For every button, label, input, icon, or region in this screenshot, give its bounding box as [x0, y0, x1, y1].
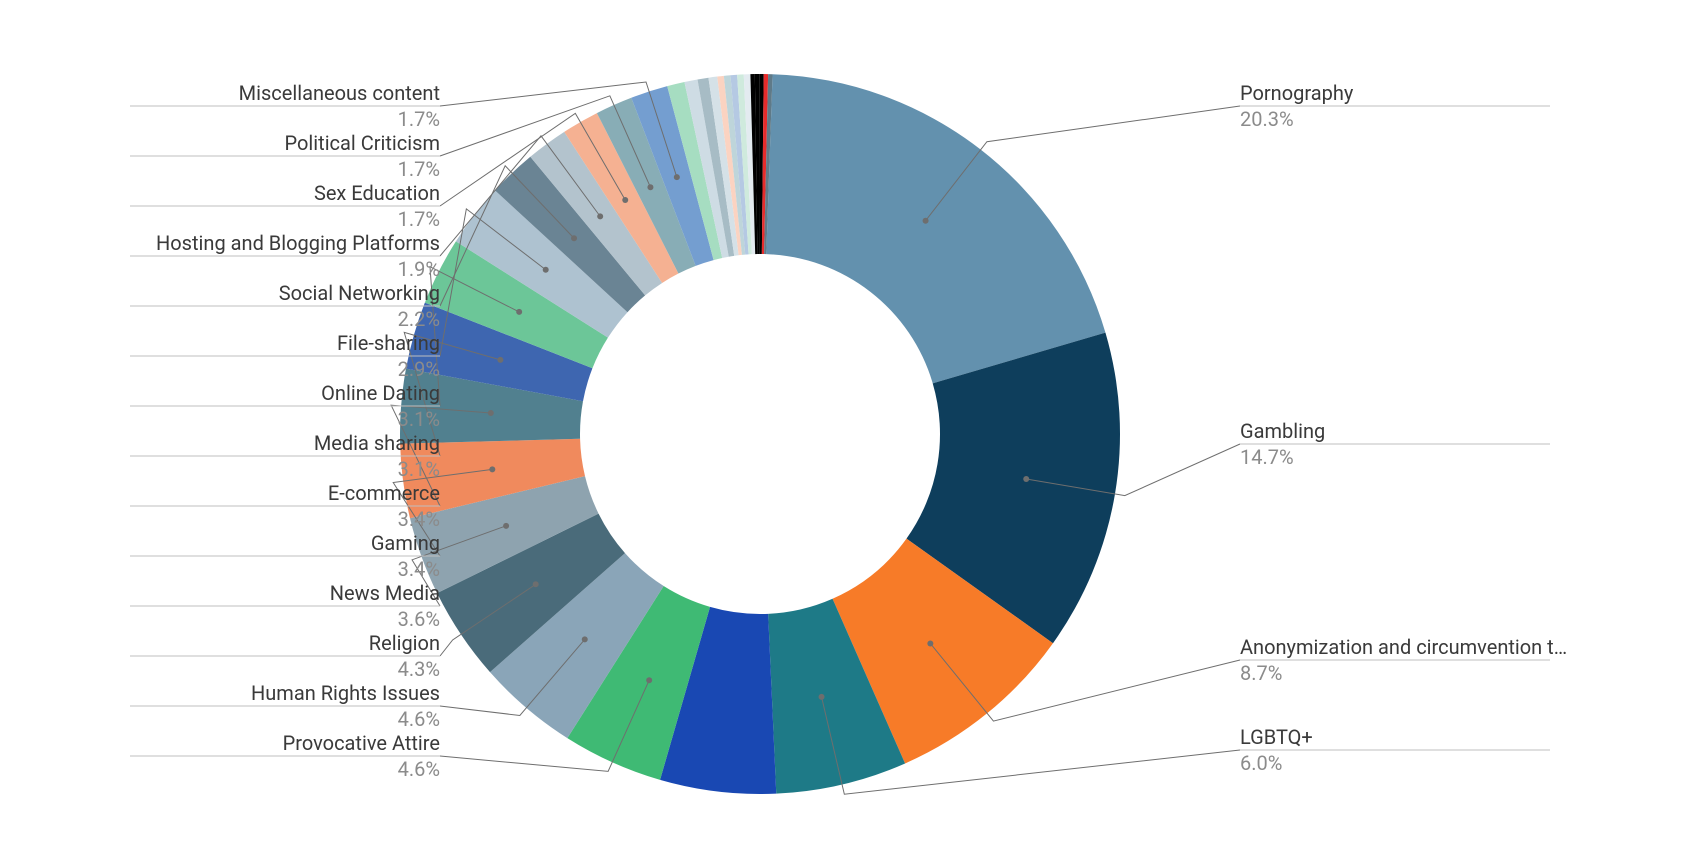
slice-label-name: Religion	[369, 631, 440, 655]
slice-label-pct: 1.7%	[398, 207, 440, 231]
slice-label-pct: 4.6%	[398, 757, 440, 781]
slice-label-pct: 4.6%	[398, 707, 440, 731]
donut-chart: Pornography20.3% Gambling14.7% Anonymizati…	[0, 0, 1706, 868]
slice-label-name: Sex Education	[314, 181, 440, 205]
slice-label-name: Provocative Attire	[283, 731, 440, 755]
anchor-dot	[571, 235, 577, 241]
slice-label-pct: 3.4%	[398, 557, 440, 581]
anchor-dot	[543, 267, 549, 273]
slice-label-name: Anonymization and circumvention t…	[1240, 635, 1567, 659]
slice-label-name: Social Networking	[279, 281, 440, 305]
anchor-dot	[646, 677, 652, 683]
slice-label-pct: 4.3%	[398, 657, 440, 681]
anchor-dot	[927, 640, 933, 646]
slice-label-pct: 3.1%	[398, 407, 440, 431]
anchor-dot	[489, 466, 495, 472]
slice-label-name: LGBTQ+	[1240, 725, 1313, 749]
slice-label-pct: 1.9%	[398, 257, 440, 281]
slice-label-name: News Media	[330, 581, 440, 605]
slice-label-name: Online Dating	[321, 381, 440, 405]
slice-label-name: Gambling	[1240, 419, 1325, 443]
slice-label-name: Gaming	[371, 531, 440, 555]
slice-label-pct: 20.3%	[1240, 107, 1294, 131]
anchor-dot	[597, 213, 603, 219]
slice-label-name: File-sharing	[337, 331, 440, 355]
slice-label-pct: 2.2%	[398, 307, 440, 331]
slice-label-pct: 3.6%	[398, 607, 440, 631]
anchor-dot	[923, 218, 929, 224]
slice-label-pct: 1.7%	[398, 157, 440, 181]
slice-label-name: Miscellaneous content	[239, 81, 440, 105]
slice-label-name: Hosting and Blogging Platforms	[156, 231, 440, 255]
slice-label-name: Human Rights Issues	[251, 681, 440, 705]
slice-label-pct: 1.7%	[398, 107, 440, 131]
anchor-dot	[1023, 476, 1029, 482]
anchor-dot	[582, 636, 588, 642]
slice-label-pct: 3.1%	[398, 457, 440, 481]
anchor-dot	[488, 410, 494, 416]
slice-label-pct: 14.7%	[1240, 445, 1294, 469]
anchor-dot	[533, 581, 539, 587]
anchor-dot	[497, 357, 503, 363]
anchor-dot	[647, 184, 653, 190]
slice-label-pct: 2.9%	[398, 357, 440, 381]
anchor-dot	[674, 174, 680, 180]
slice-label-name: E-commerce	[328, 481, 440, 505]
slice-label-name: Political Criticism	[285, 131, 440, 155]
anchor-dot	[516, 309, 522, 315]
slice-label-pct: 3.4%	[398, 507, 440, 531]
slice-label-name: Pornography	[1240, 81, 1354, 105]
slice-label-name: Media sharing	[314, 431, 440, 455]
anchor-dot	[819, 694, 825, 700]
anchor-dot	[622, 197, 628, 203]
slice-label-pct: 6.0%	[1240, 751, 1282, 775]
anchor-dot	[503, 523, 509, 529]
slice-label-pct: 8.7%	[1240, 661, 1282, 685]
